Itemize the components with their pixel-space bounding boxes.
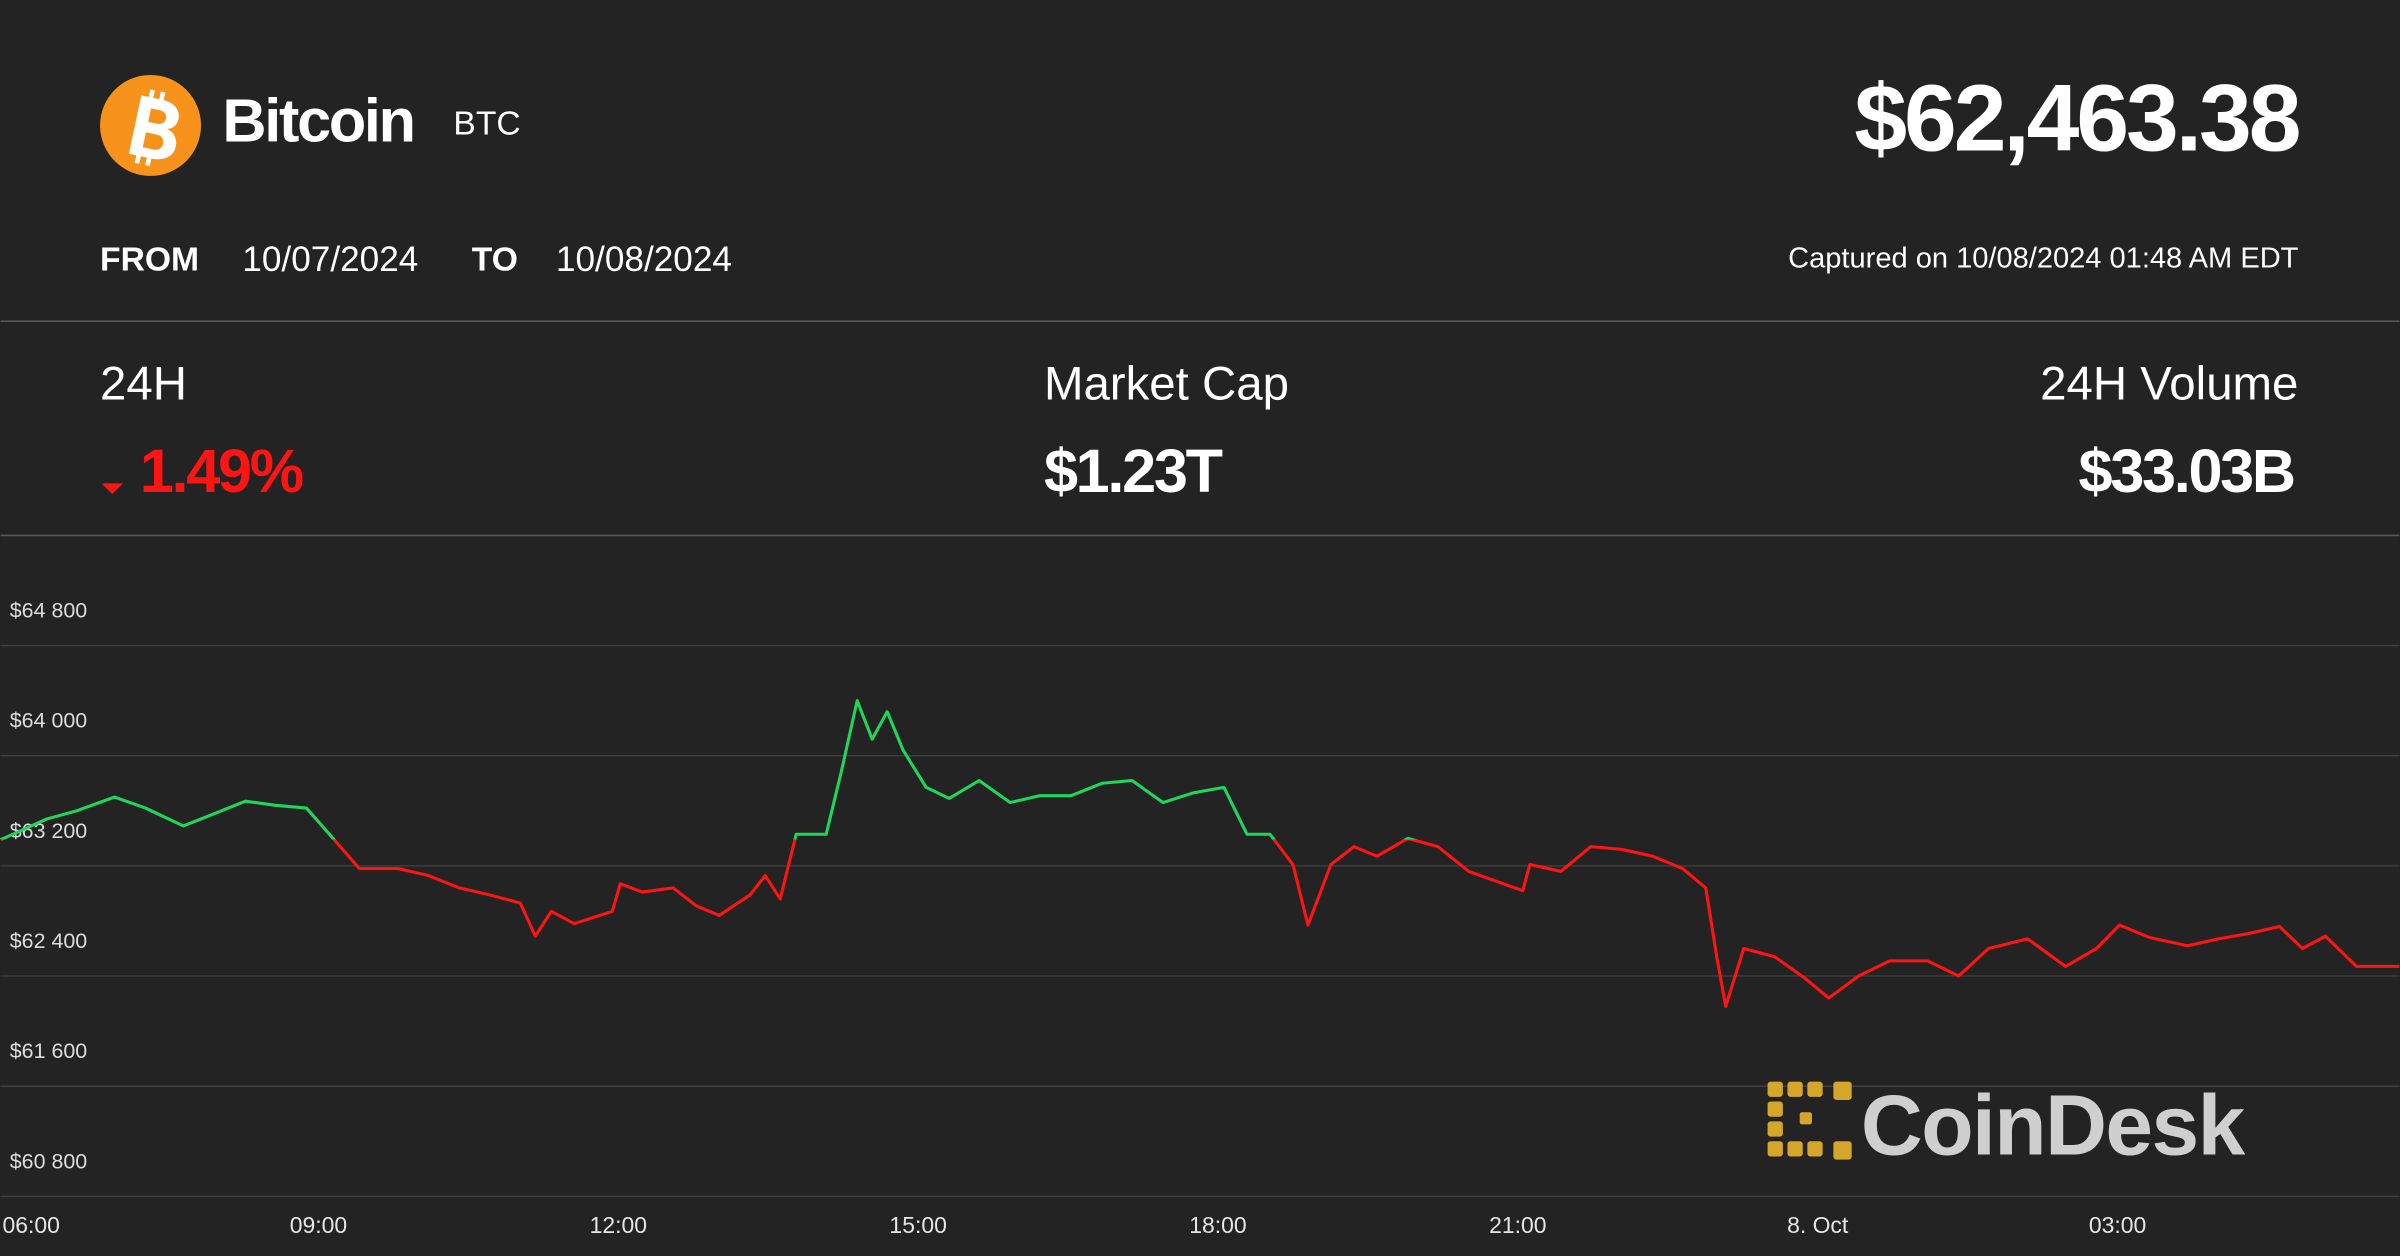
volume-value: $33.03B bbox=[2079, 437, 2294, 505]
down-arrow bbox=[101, 483, 123, 495]
market-cap-label: Market Cap bbox=[1044, 358, 1289, 411]
market-cap-value: $1.23T bbox=[1044, 437, 1223, 505]
x-tick-label: 18:00 bbox=[1189, 1212, 1246, 1238]
volume-label: 24H Volume bbox=[2040, 358, 2298, 411]
coindesk-logo bbox=[1767, 1081, 1852, 1160]
y-tick-label: $62 400 bbox=[10, 929, 87, 953]
y-tick-label: $64 000 bbox=[10, 709, 87, 733]
price-line bbox=[0, 699, 2400, 1008]
x-tick-label: 12:00 bbox=[590, 1212, 647, 1238]
watermark: CoinDesk bbox=[1861, 1078, 2246, 1174]
to-date: 10/08/2024 bbox=[556, 240, 732, 279]
coin-symbol: BTC bbox=[453, 105, 520, 142]
from-label: FROM bbox=[100, 241, 199, 278]
x-tick-label: 03:00 bbox=[2089, 1212, 2146, 1238]
x-tick-label: 8. Oct bbox=[1787, 1212, 1849, 1238]
y-tick-label: $61 600 bbox=[10, 1039, 87, 1063]
y-tick-label: $64 800 bbox=[10, 599, 87, 623]
bitcoin-logo bbox=[100, 74, 202, 176]
change-label: 24H bbox=[100, 358, 187, 411]
x-tick-label: 09:00 bbox=[290, 1212, 347, 1238]
from-date: 10/07/2024 bbox=[242, 240, 418, 279]
chart: $60 800$61 600$62 400$63 200$64 000$64 8… bbox=[0, 599, 2400, 1238]
x-tick-label: 06:00 bbox=[2, 1212, 59, 1238]
x-tick-label: 21:00 bbox=[1489, 1212, 1546, 1238]
coin-name: Bitcoin bbox=[222, 87, 413, 155]
captured: Captured on 10/08/2024 01:48 AM EDT bbox=[1788, 243, 2299, 275]
x-tick-label: 15:00 bbox=[889, 1212, 946, 1238]
y-tick-label: $60 800 bbox=[10, 1149, 87, 1173]
change-value: 1.49% bbox=[140, 437, 303, 505]
price: $62,463.38 bbox=[1854, 66, 2298, 172]
to-label: TO bbox=[472, 241, 518, 278]
